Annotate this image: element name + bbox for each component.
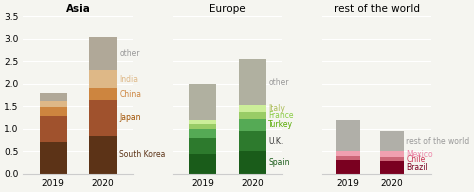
- Text: India: India: [119, 75, 138, 84]
- Title: Europe: Europe: [209, 4, 246, 14]
- Bar: [189, 84, 216, 120]
- Bar: [39, 142, 67, 174]
- Text: Brazil: Brazil: [406, 163, 428, 172]
- Text: other: other: [268, 78, 289, 87]
- Bar: [380, 131, 404, 151]
- Bar: [39, 107, 67, 116]
- Bar: [380, 151, 404, 157]
- Bar: [89, 88, 117, 100]
- Bar: [189, 138, 216, 154]
- Bar: [189, 129, 216, 138]
- Text: Mexico: Mexico: [406, 150, 433, 159]
- Text: rest of the world: rest of the world: [406, 137, 470, 146]
- Bar: [238, 151, 266, 174]
- Text: Spain: Spain: [268, 158, 290, 167]
- Bar: [380, 161, 404, 174]
- Bar: [89, 70, 117, 88]
- Bar: [89, 136, 117, 174]
- Bar: [39, 93, 67, 101]
- Bar: [336, 161, 360, 174]
- Bar: [336, 156, 360, 161]
- Bar: [189, 124, 216, 129]
- Bar: [39, 101, 67, 107]
- Text: France: France: [268, 111, 294, 120]
- Title: rest of the world: rest of the world: [334, 4, 419, 14]
- Bar: [238, 119, 266, 131]
- Text: Chile: Chile: [406, 155, 426, 164]
- Text: Italy: Italy: [268, 104, 285, 113]
- Bar: [238, 59, 266, 105]
- Bar: [336, 151, 360, 156]
- Bar: [39, 116, 67, 142]
- Text: Turkey: Turkey: [268, 120, 293, 129]
- Bar: [336, 120, 360, 151]
- Bar: [238, 105, 266, 112]
- Bar: [89, 100, 117, 136]
- Bar: [238, 131, 266, 151]
- Text: South Korea: South Korea: [119, 150, 165, 159]
- Bar: [89, 37, 117, 70]
- Text: Japan: Japan: [119, 113, 141, 122]
- Text: U.K.: U.K.: [268, 137, 284, 146]
- Title: Asia: Asia: [66, 4, 91, 14]
- Text: China: China: [119, 89, 141, 98]
- Text: other: other: [119, 49, 140, 58]
- Bar: [189, 120, 216, 124]
- Bar: [380, 157, 404, 161]
- Bar: [238, 112, 266, 119]
- Bar: [189, 154, 216, 174]
